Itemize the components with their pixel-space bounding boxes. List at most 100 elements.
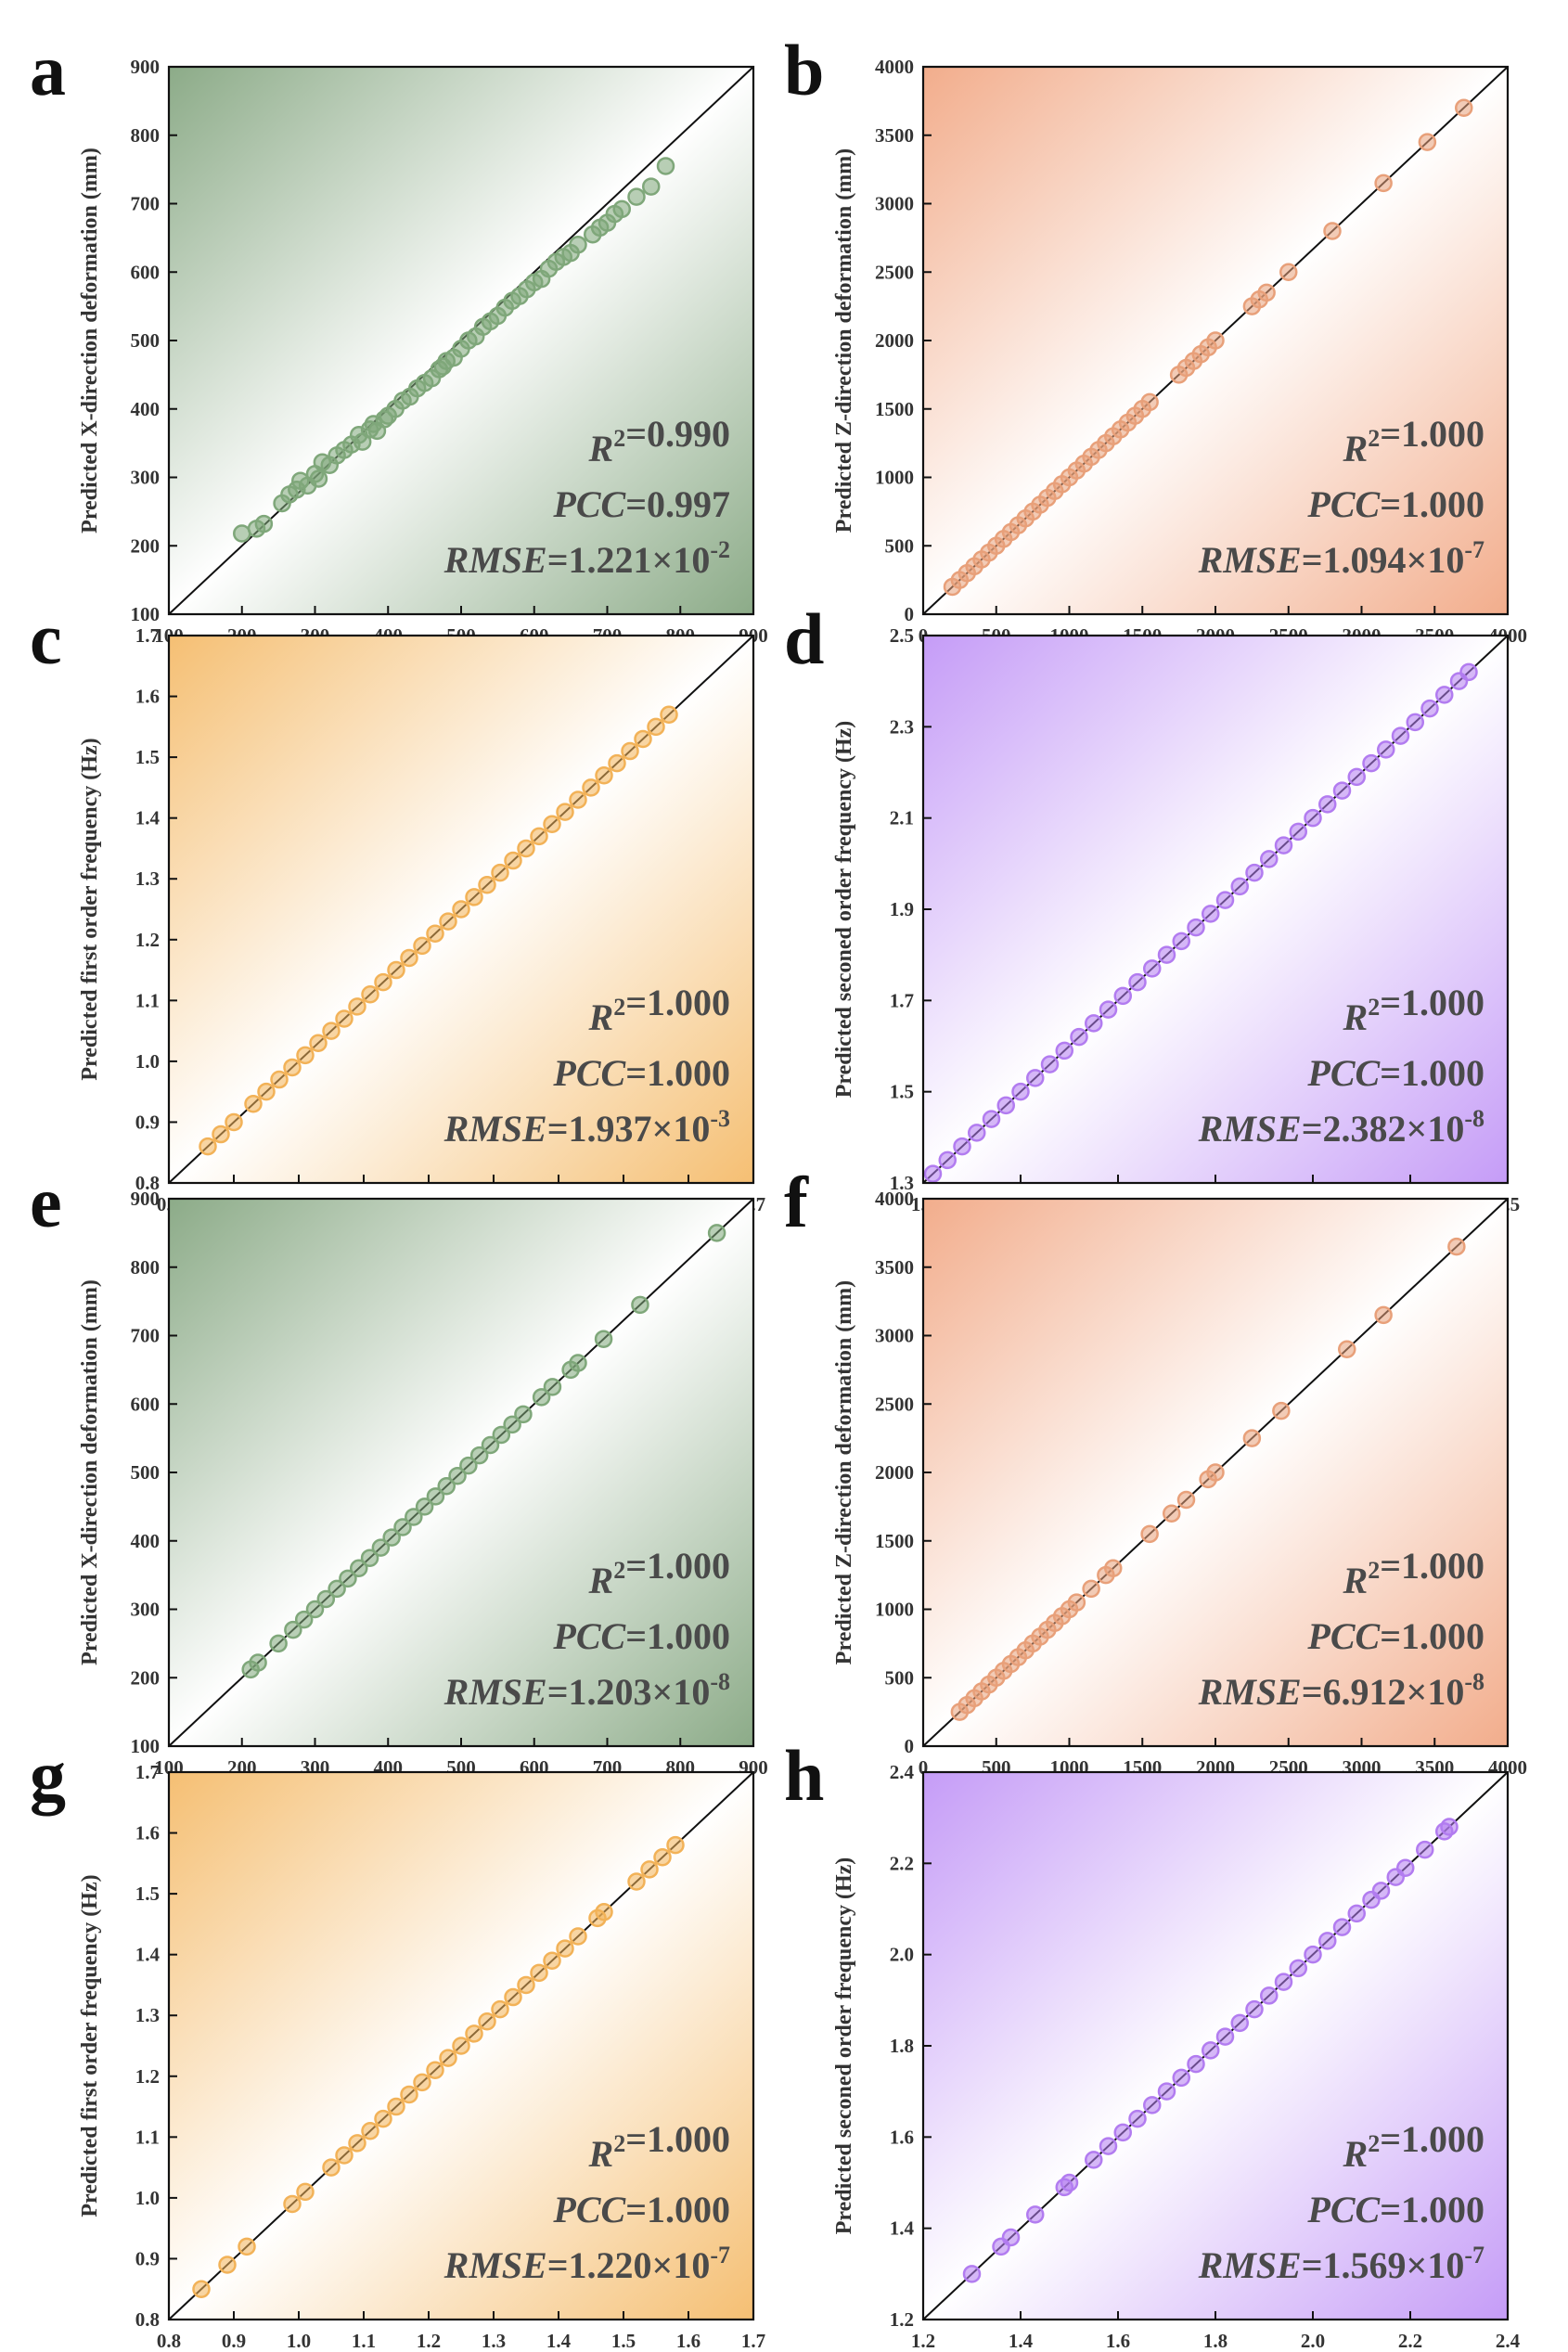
data-point [517,839,535,858]
data-point [532,1388,551,1407]
data-point [199,1137,217,1156]
data-point [1332,1918,1352,1936]
pcc-metric-part: PCC [1306,2189,1381,2230]
data-point [1140,392,1159,412]
x-tick-label: 1.5 [611,2330,636,2352]
data-point [469,1446,489,1465]
y-tick-label: 200 [131,1666,161,1689]
data-point [1099,1000,1118,1019]
data-point [1176,1490,1196,1510]
data-point [982,1110,1001,1128]
data-point [517,1975,535,1995]
data-point [1332,781,1352,800]
data-point [953,1137,971,1156]
rmse-metric-part: -8 [1464,1105,1484,1132]
data-point [459,1456,478,1475]
data-point [270,1070,289,1089]
r2-metric-part: R [1343,2133,1369,2175]
x-tick-label: 1.3 [482,2330,506,2352]
data-point [621,741,639,761]
data-point [1082,1579,1100,1599]
data-point [413,936,431,956]
data-point [1026,2205,1045,2224]
r2-metric: R2=1.000 [1343,1545,1484,1601]
y-tick-label: 1.7 [890,989,914,1011]
y-tick-label: 400 [131,1530,161,1552]
pcc-metric-part: =1.000 [625,1615,730,1657]
x-tick-label: 1.8 [1203,2330,1227,2352]
data-point [492,1425,511,1445]
data-point [478,2012,496,2031]
data-point [1245,1999,1264,2019]
data-point [530,827,548,846]
y-tick-label: 1.5 [890,1081,914,1103]
data-point [244,1095,263,1113]
data-point [452,2037,470,2055]
data-point [1143,2096,1162,2114]
x-tick-label: 1.7 [741,2330,765,2352]
data-point [1274,1973,1293,1991]
r2-metric: R2=1.000 [1343,413,1484,469]
y-tick-label: 2500 [875,261,914,283]
data-point [348,997,366,1016]
y-axis-label: Predicted Z-direction deformation (mm) [832,1280,856,1664]
y-tick-label: 1.3 [890,1172,914,1194]
data-point [1187,2054,1205,2074]
pcc-metric-part: =1.000 [1380,2189,1484,2230]
x-tick-label: 1.1 [352,2330,376,2352]
x-tick-label: 0.9 [222,2330,246,2352]
data-point [1040,1055,1060,1073]
data-point [666,1835,685,1855]
y-tick-label: 500 [885,534,915,557]
y-tick-label: 1.8 [890,2035,914,2057]
y-tick-label: 800 [131,124,161,147]
y-tick-label: 4000 [875,56,914,78]
data-point [569,236,587,254]
data-point [400,948,418,968]
y-tick-label: 2000 [875,329,914,352]
data-point [543,1378,562,1396]
y-tick-label: 1000 [875,467,914,489]
y-tick-label: 900 [131,56,161,78]
data-point [1406,713,1424,732]
data-point [1374,174,1393,193]
rmse-metric-part: =6.912×10 [1302,1671,1465,1713]
pcc-metric-part: PCC [552,1615,626,1657]
y-tick-label: 3500 [875,124,914,147]
data-point [465,888,483,906]
y-tick-label: 2.0 [890,1944,914,1966]
rmse-metric: RMSE=1.221×10-2 [443,536,730,581]
r2-metric-part: =0.990 [625,413,730,455]
r2-metric: R2=1.000 [1343,2118,1484,2175]
data-point [1289,822,1307,842]
r2-metric-part: =1.000 [1380,413,1484,455]
panel-letter: d [784,598,824,679]
r2-metric: R2=1.000 [588,982,730,1038]
data-point [1202,905,1220,923]
rmse-metric-part: RMSE [443,2244,547,2286]
data-point [1420,699,1439,718]
y-tick-label: 400 [131,398,161,420]
y-tick-label: 1.6 [135,686,160,708]
data-point [1289,1959,1307,1978]
y-tick-label: 1.5 [135,746,160,768]
y-tick-label: 2.5 [890,624,914,647]
x-tick-label: 1.2 [911,2330,935,2352]
data-point [1026,1069,1045,1087]
y-tick-label: 0.9 [135,2247,160,2269]
rmse-metric-part: RMSE [443,539,547,581]
data-point [634,729,652,749]
data-point [212,1125,230,1144]
y-tick-label: 0 [905,1735,915,1757]
y-tick-label: 900 [131,1188,161,1210]
data-point [1447,1237,1466,1256]
data-point [296,1046,315,1065]
data-point [640,1860,659,1879]
data-point [249,1653,267,1672]
pcc-metric-part: PCC [1306,483,1381,525]
rmse-metric-part: =1.094×10 [1302,539,1465,581]
rmse-metric: RMSE=1.094×10-7 [1198,536,1484,581]
data-point [1011,1082,1030,1101]
rmse-metric-part: =1.220×10 [547,2244,711,2286]
data-point [1172,2068,1190,2088]
